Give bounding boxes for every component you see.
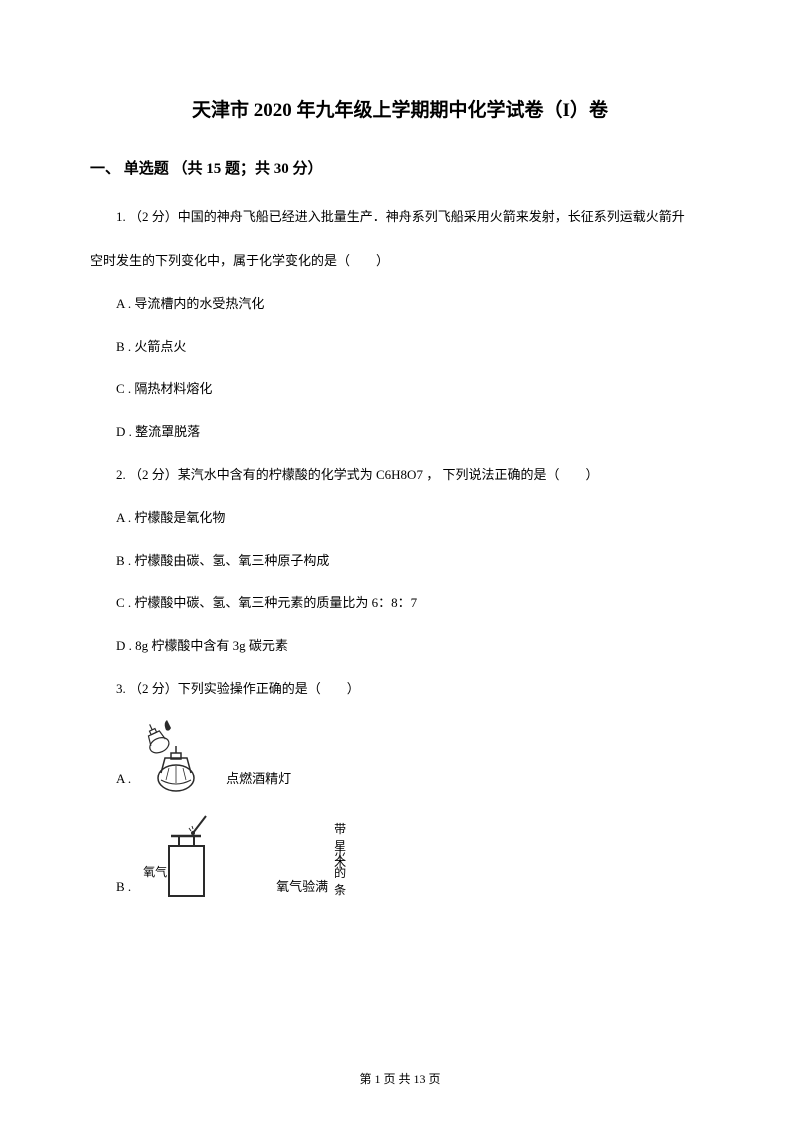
oxygen-bottle-icon [141, 811, 256, 901]
q1-option-b: B . 火箭点火 [90, 333, 710, 362]
alcohol-lamp-figure [141, 718, 206, 793]
q3-option-a-label: 点燃酒精灯 [226, 765, 291, 794]
q3-option-b-label: 氧气验满 [276, 873, 328, 902]
page-footer: 第 1 页 共 13 页 [0, 1070, 800, 1087]
q1-option-a: A . 导流槽内的水受热汽化 [90, 290, 710, 319]
q1-option-d: D . 整流罩脱落 [90, 418, 710, 447]
q3-option-a-prefix: A . [90, 765, 131, 794]
q3-option-b-row: B . 氧气 带火 星的 木条 氧气验满 [90, 811, 710, 901]
q2-option-b: B . 柠檬酸由碳、氢、氧三种原子构成 [90, 547, 710, 576]
oxygen-bottle-figure: 氧气 带火 星的 木条 [141, 811, 256, 901]
q3-option-a-row: A . 点燃酒精灯 [90, 718, 710, 793]
q2-option-a: A . 柠檬酸是氧化物 [90, 504, 710, 533]
stick-label-3: 木条 [334, 850, 346, 903]
page-title: 天津市 2020 年九年级上学期期中化学试卷（I）卷 [90, 95, 710, 122]
section-header: 一、 单选题 （共 15 题；共 30 分） [90, 157, 710, 178]
q2-stem: 2. （2 分）某汽水中含有的柠檬酸的化学式为 C6H8O7 ， 下列说法正确的… [90, 461, 710, 490]
q1-stem: 1. （2 分）中国的神舟飞船已经进入批量生产．神舟系列飞船采用火箭来发射，长征… [90, 203, 710, 232]
q1-stem-continue: 空时发生的下列变化中，属于化学变化的是（ ） [90, 247, 710, 276]
q1-option-c: C . 隔热材料熔化 [90, 375, 710, 404]
oxygen-label-left: 氧气 [143, 859, 167, 885]
q2-option-d: D . 8g 柠檬酸中含有 3g 碳元素 [90, 632, 710, 661]
alcohol-lamp-icon [141, 718, 206, 793]
q3-option-b-prefix: B . [90, 873, 131, 902]
q2-option-c: C . 柠檬酸中碳、氢、氧三种元素的质量比为 6：8：7 [90, 589, 710, 618]
q3-stem: 3. （2 分）下列实验操作正确的是（ ） [90, 675, 710, 704]
